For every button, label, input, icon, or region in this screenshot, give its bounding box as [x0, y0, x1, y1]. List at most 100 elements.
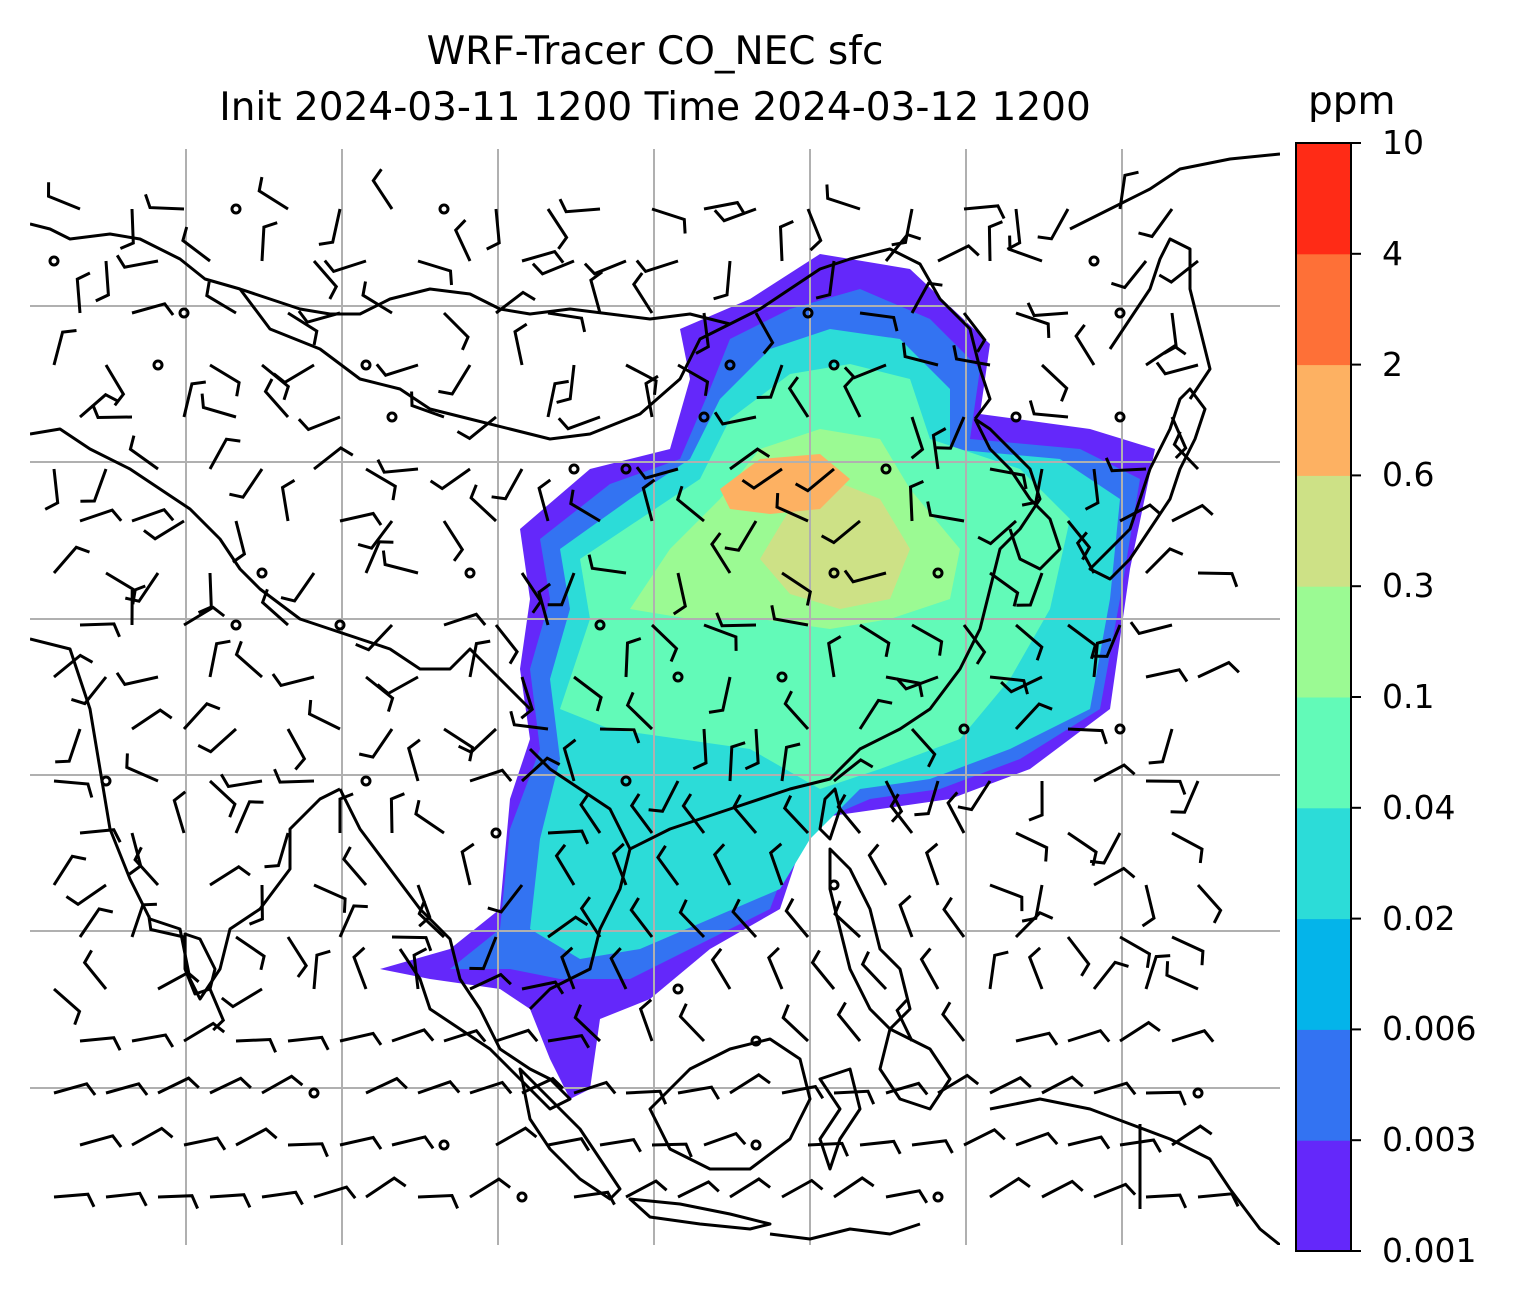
wind-barb	[197, 727, 238, 754]
wind-barb	[53, 987, 82, 1026]
wind-barb	[1066, 936, 1091, 977]
wind-barb	[273, 768, 315, 784]
colorbar	[1295, 142, 1361, 1252]
calm-wind-circle	[1192, 1087, 1204, 1099]
wind-barb	[547, 1033, 590, 1049]
colorbar-bin	[1296, 475, 1351, 587]
wind-barb	[820, 519, 861, 545]
wind-barb	[1028, 780, 1044, 822]
wind-barb	[313, 1185, 357, 1200]
wind-barb	[1171, 1029, 1215, 1043]
map-canvas[interactable]	[30, 149, 1280, 1245]
wind-barb	[355, 623, 394, 652]
calm-wind-circle	[386, 411, 398, 423]
wind-barb	[125, 753, 159, 783]
wind-barb	[438, 364, 472, 396]
wind-barb	[157, 1194, 199, 1210]
wind-barb	[286, 936, 309, 978]
wind-barb	[573, 1080, 617, 1095]
wind-barb	[365, 1076, 408, 1095]
wind-barb	[692, 728, 708, 771]
wind-barb	[1148, 728, 1174, 765]
lesser-sunda	[769, 1222, 921, 1241]
wind-barb	[375, 363, 419, 377]
calm-wind-circle	[1114, 723, 1126, 735]
wind-barb	[695, 312, 710, 355]
wind-barb	[181, 226, 211, 263]
colorbar-ticks	[1351, 142, 1361, 1252]
wind-barb	[131, 708, 173, 731]
calm-wind-circle	[230, 203, 242, 215]
wind-barb	[417, 1193, 459, 1209]
wind-barb	[469, 1080, 513, 1095]
calm-wind-circle	[334, 619, 346, 631]
wind-barb	[781, 1004, 810, 1043]
wind-barb	[672, 572, 687, 616]
calm-wind-circle	[152, 359, 164, 371]
wind-barb	[703, 200, 747, 216]
wind-barb	[708, 676, 732, 714]
calm-wind-circle	[932, 567, 944, 579]
calm-wind-circle	[828, 567, 840, 579]
wind-barb	[807, 1141, 849, 1157]
wind-barb	[557, 415, 601, 431]
wind-barb	[209, 1193, 252, 1209]
wind-barb	[229, 468, 264, 499]
wind-barb	[732, 794, 758, 834]
wind-barb	[957, 780, 992, 812]
wind-barb	[234, 800, 264, 834]
wind-barb	[183, 605, 226, 627]
wind-barb	[962, 624, 987, 665]
map-panel[interactable]	[30, 149, 1280, 1245]
wind-barb	[644, 374, 659, 418]
wind-barb	[78, 907, 114, 938]
wind-barb	[105, 1082, 149, 1096]
colorbar-tick-label: 0.3	[1382, 566, 1435, 606]
wind-barb	[678, 1003, 706, 1043]
wind-barb	[208, 779, 237, 818]
wind-barb	[1145, 344, 1187, 367]
wind-barb	[280, 572, 316, 603]
wind-barb	[235, 1127, 278, 1147]
calm-wind-circle	[1088, 255, 1100, 267]
wind-barb	[547, 1137, 591, 1152]
wind-barb	[782, 794, 810, 835]
map-title: WRF-Tracer CO_NEC sfc	[426, 29, 884, 74]
wind-barb	[1171, 831, 1204, 864]
colorbar-tick-label: 0.04	[1382, 787, 1456, 827]
wind-barb	[417, 1080, 461, 1095]
wind-barb	[625, 1179, 668, 1199]
wind-barb	[338, 792, 354, 833]
wind-barb	[724, 520, 758, 552]
wind-barb	[537, 478, 552, 522]
calm-wind-circle	[672, 983, 684, 995]
wind-barb	[770, 605, 809, 627]
wind-barb	[754, 312, 775, 355]
wind-barb	[357, 520, 394, 550]
colorbar-bin	[1296, 143, 1351, 255]
wind-barb	[358, 728, 394, 759]
calm-wind-circle	[568, 463, 580, 475]
calm-wind-circle	[724, 359, 736, 371]
colorbar-tick-label: 0.003	[1382, 1120, 1477, 1160]
wind-barb	[318, 208, 342, 246]
colorbar-bin	[1296, 1140, 1351, 1252]
wind-barb	[491, 468, 524, 501]
calm-wind-circle	[828, 879, 840, 891]
wind-barb	[884, 232, 922, 262]
wind-barb	[599, 1137, 642, 1153]
wind-barb	[82, 949, 108, 990]
wind-barb	[1129, 621, 1173, 636]
wind-barb	[509, 710, 549, 731]
wind-barb	[1021, 468, 1044, 507]
wind-barb	[895, 999, 914, 1042]
calm-wind-circle	[490, 827, 502, 839]
wind-barb	[611, 842, 628, 886]
wind-barb	[631, 272, 654, 314]
wind-barb	[569, 489, 601, 523]
wind-barb	[1067, 1135, 1111, 1150]
wind-barb	[744, 728, 760, 771]
wind-barb	[989, 675, 1029, 695]
wind-barb	[260, 588, 289, 627]
wind-barb	[1155, 361, 1199, 376]
